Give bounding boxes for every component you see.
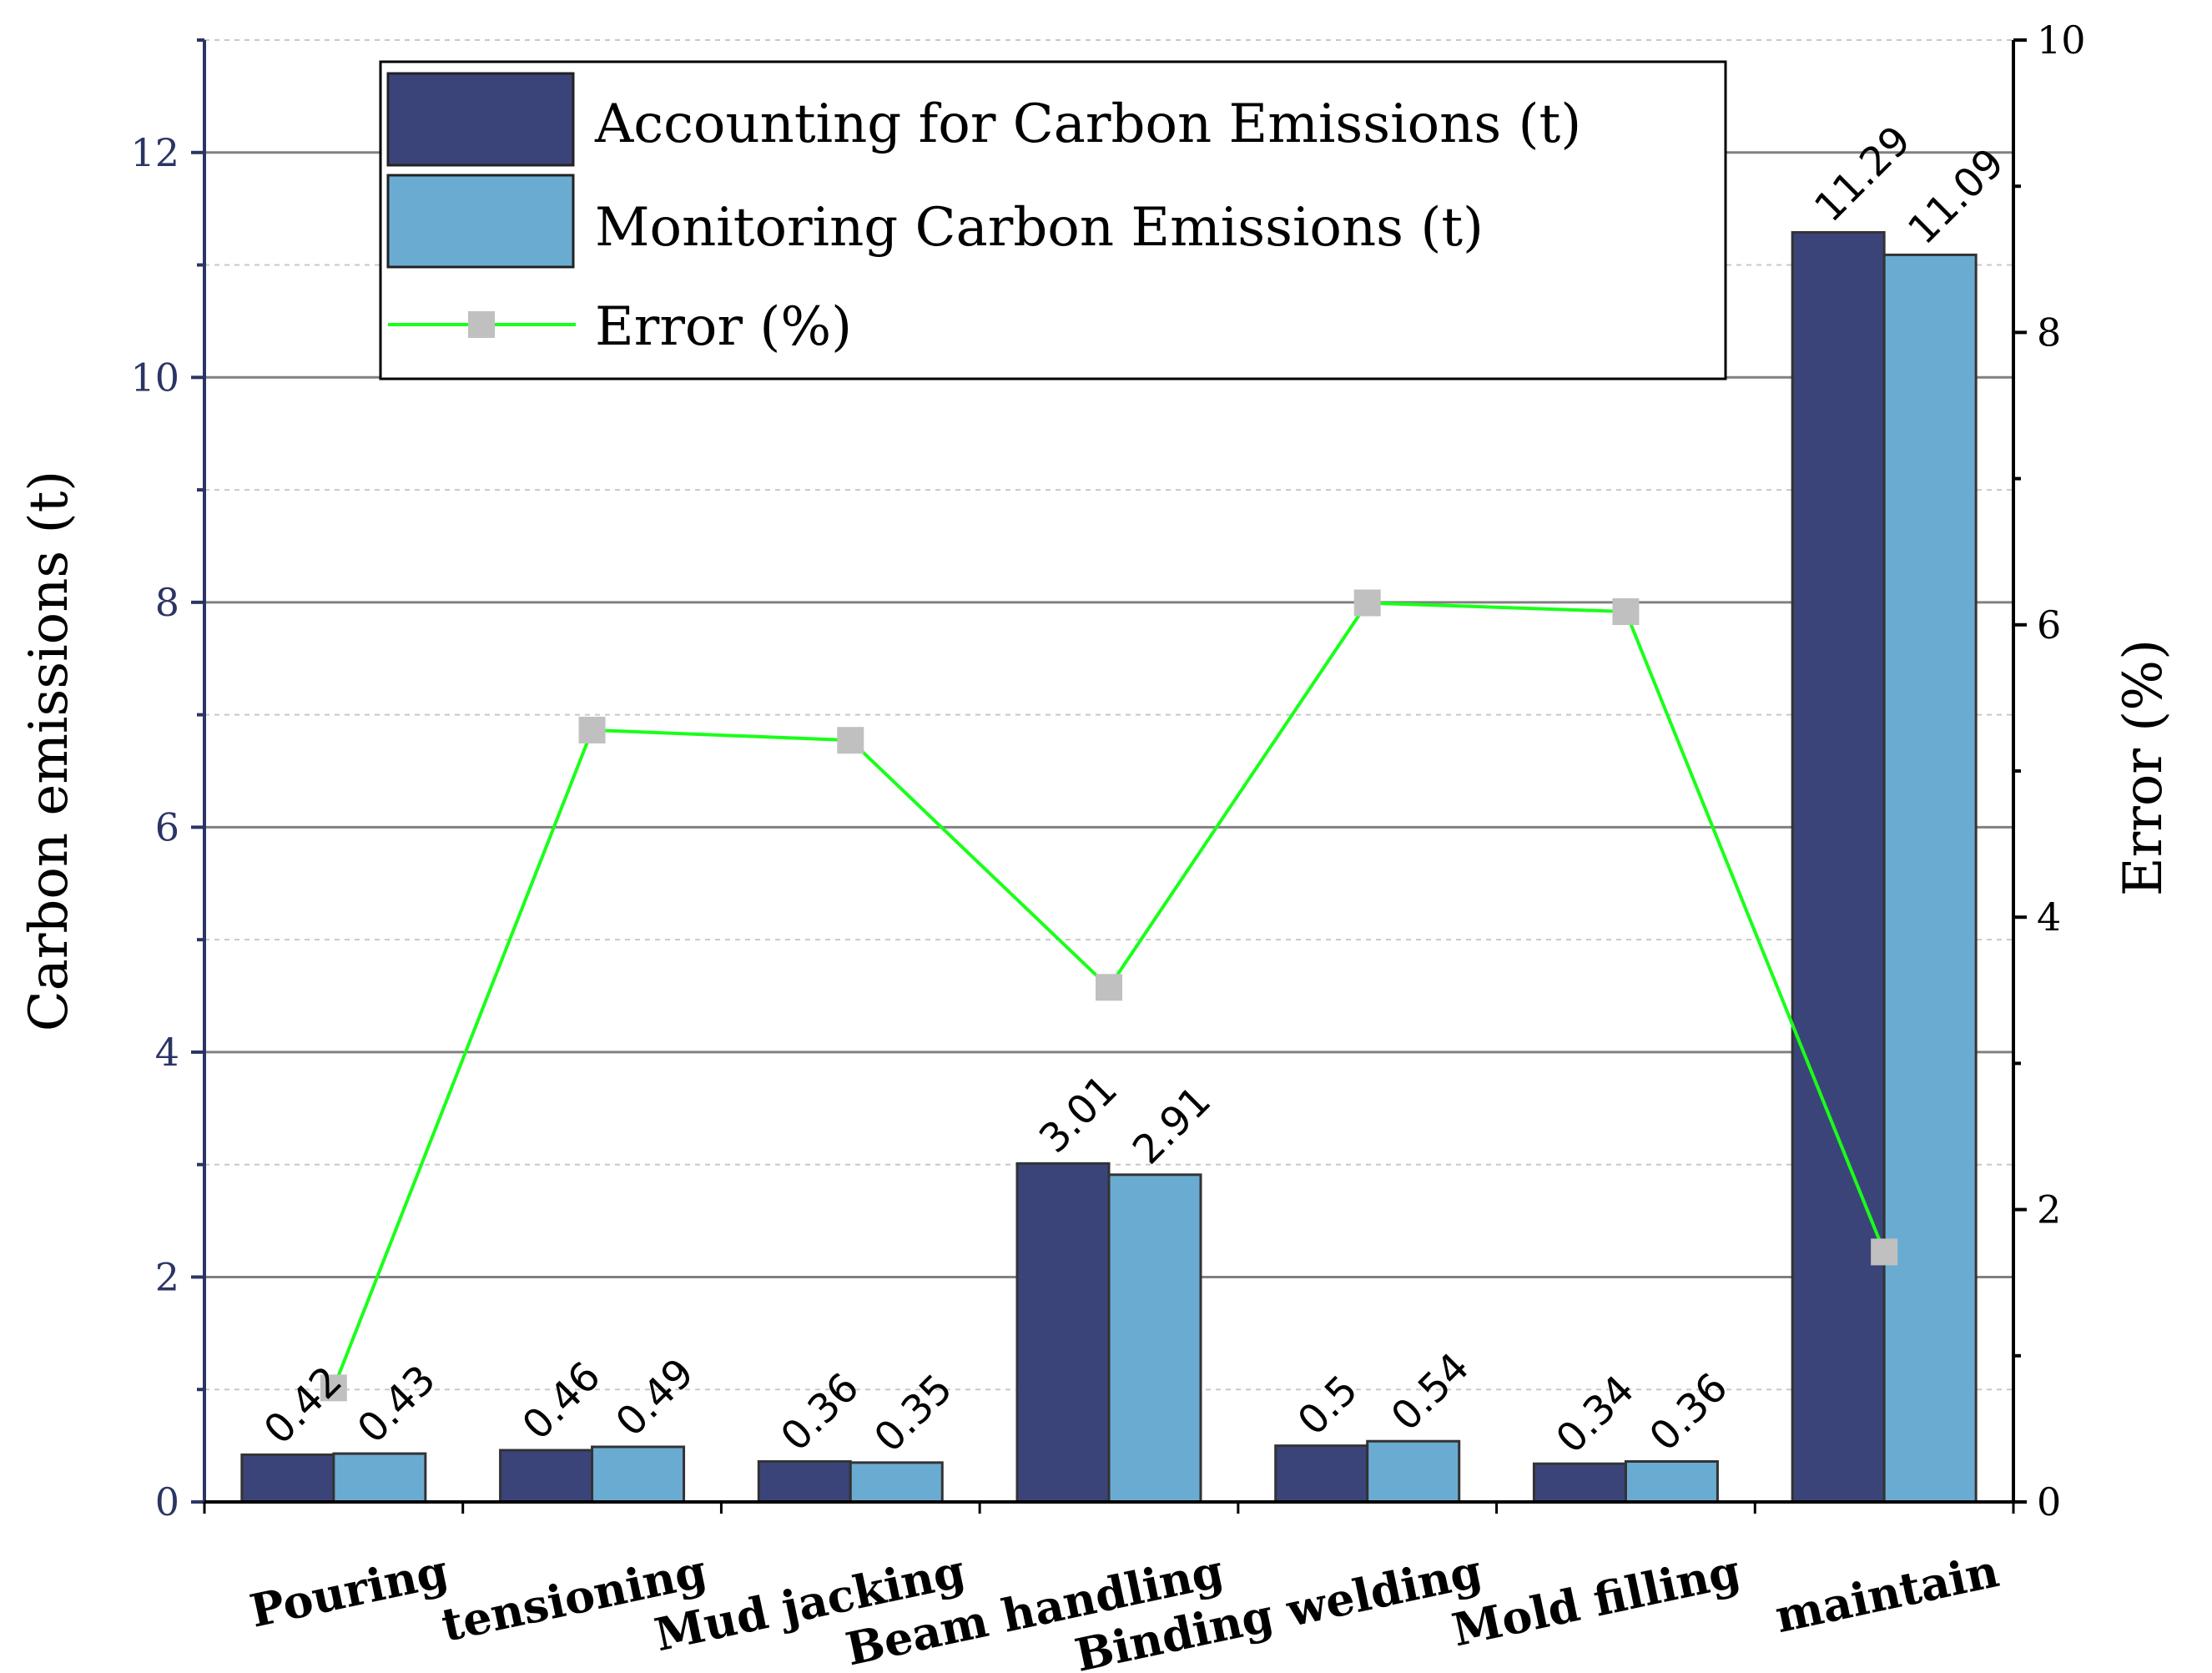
bar-monitoring [849,1461,944,1504]
bar-accounting [1532,1462,1627,1504]
bar-accounting [1015,1162,1111,1504]
left-tick-label: 4 [155,1030,179,1075]
left-tick-label: 10 [130,355,179,400]
right-axis-title: Error (%) [2113,639,2174,896]
value-label-accounting: 0.34 [1547,1366,1643,1462]
value-label-accounting: 11.29 [1806,117,1920,231]
error-marker [320,1374,347,1402]
bar-accounting [757,1459,852,1504]
ticks: 0 2 4 6 8 10 12 0 2 4 6 8 10 [130,18,2085,1524]
legend-box [379,60,1727,380]
error-line-series [320,589,1898,1402]
legend-swatch-accounting [386,72,575,167]
bar-accounting [499,1449,594,1504]
legend-label-monitoring: Monitoring Carbon Emissions (t) [595,197,1484,259]
error-marker [578,716,606,743]
bar-monitoring [1882,253,1978,1504]
value-label-accounting: 0.42 [255,1358,351,1454]
value-label-monitoring: 11.09 [1899,139,2013,254]
bar-accounting [1274,1444,1369,1504]
legend: Accounting for Carbon Emissions (t) Moni… [379,60,1727,380]
right-tick-label: 4 [2037,894,2061,940]
left-tick-label: 6 [155,804,179,849]
left-tick-label: 0 [155,1479,179,1524]
left-tick-label: 2 [155,1254,179,1299]
value-label-accounting: 0.36 [772,1364,868,1460]
error-marker [1612,598,1640,626]
right-tick-label: 8 [2037,310,2061,355]
value-label-accounting: 0.5 [1289,1367,1368,1445]
value-label-monitoring: 0.35 [865,1365,961,1461]
bar-monitoring [1107,1173,1202,1504]
legend-marker-error [468,311,495,338]
legend-label-error: Error (%) [595,296,852,358]
bar-monitoring [1624,1459,1719,1504]
error-marker [1353,589,1381,617]
bar-monitoring [591,1445,686,1504]
category-label: Mold filling [1448,1544,1745,1657]
bars [240,230,1978,1504]
value-label-monitoring: 0.49 [607,1349,703,1445]
left-axis-title: Carbon emissions (t) [18,471,80,1032]
value-label-monitoring: 0.43 [349,1356,445,1452]
value-label-monitoring: 0.54 [1383,1344,1479,1440]
value-label-accounting: 0.46 [513,1353,609,1449]
value-label-accounting: 3.01 [1030,1066,1126,1162]
bar-monitoring [332,1452,427,1504]
left-tick-label: 12 [130,130,179,175]
error-marker [1096,974,1122,1001]
value-label-monitoring: 0.36 [1640,1364,1736,1460]
error-marker [1871,1238,1898,1266]
right-tick-label: 6 [2037,602,2061,648]
right-tick-label: 0 [2037,1479,2061,1524]
category-label: maintain [1771,1544,2003,1643]
right-tick-label: 10 [2037,18,2086,63]
left-tick-label: 8 [155,580,179,625]
bar-accounting [240,1453,335,1504]
error-marker [837,727,864,754]
right-tick-label: 2 [2037,1187,2061,1232]
bar-accounting [1791,230,1886,1504]
bar-monitoring [1366,1439,1461,1504]
legend-swatch-monitoring [386,174,575,269]
legend-label-accounting: Accounting for Carbon Emissions (t) [594,93,1581,155]
value-label-monitoring: 2.91 [1124,1077,1220,1173]
category-label: Pouring [245,1544,452,1638]
